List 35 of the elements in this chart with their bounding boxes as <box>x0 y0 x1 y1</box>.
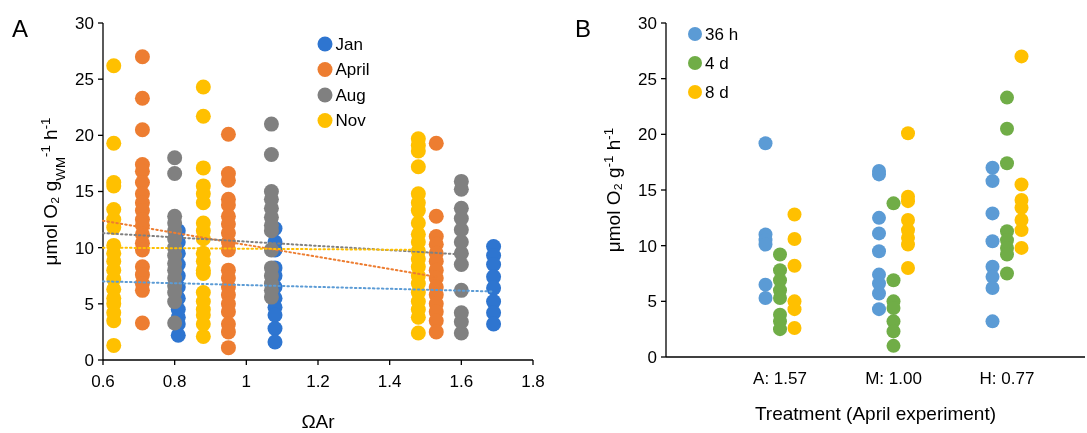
x-tick-label: 1 <box>241 372 252 391</box>
y-tick-label: 0 <box>647 347 657 367</box>
y-tick-label: 25 <box>638 69 657 89</box>
y-tick-label: 20 <box>638 125 657 145</box>
x-tick-label: 1.2 <box>306 372 330 391</box>
legend-label: Jan <box>335 34 363 54</box>
x-axis-title: ΩAr <box>301 411 336 432</box>
x-tick-label: 1.4 <box>377 372 402 391</box>
x-tick-label: 1.8 <box>521 372 545 391</box>
chart-title: B <box>575 15 592 42</box>
x-tick-label: M: 1.00 <box>865 369 922 388</box>
y-tick-label: 30 <box>75 13 94 33</box>
x-axis-title: Treatment (April experiment) <box>754 403 997 424</box>
y-tick-label: 20 <box>75 126 94 146</box>
y-tick-label: 25 <box>75 70 94 90</box>
y-tick-label: 30 <box>638 13 657 33</box>
y-tick-label: 5 <box>84 294 94 314</box>
legend-label: Aug <box>335 85 366 105</box>
y-tick-label: 15 <box>638 180 657 200</box>
chart-title: A <box>12 15 29 42</box>
legend-label: April <box>335 60 370 80</box>
y-tick-label: 10 <box>638 236 657 256</box>
y-tick-label: 5 <box>647 292 657 312</box>
y-tick-label: 10 <box>75 238 94 258</box>
legend-label: 36 h <box>705 24 739 44</box>
legend-label: Nov <box>335 111 367 131</box>
x-tick-label: 0.6 <box>91 372 115 391</box>
x-tick-label: 1.6 <box>449 372 474 391</box>
y-tick-label: 15 <box>75 182 94 202</box>
legend-label: 4 d <box>705 53 729 73</box>
x-tick-label: 0.8 <box>162 372 187 391</box>
x-tick-label: H: 0.77 <box>979 369 1035 388</box>
y-tick-label: 0 <box>84 350 94 370</box>
x-tick-label: A: 1.57 <box>753 369 807 388</box>
legend-label: 8 d <box>705 82 729 102</box>
